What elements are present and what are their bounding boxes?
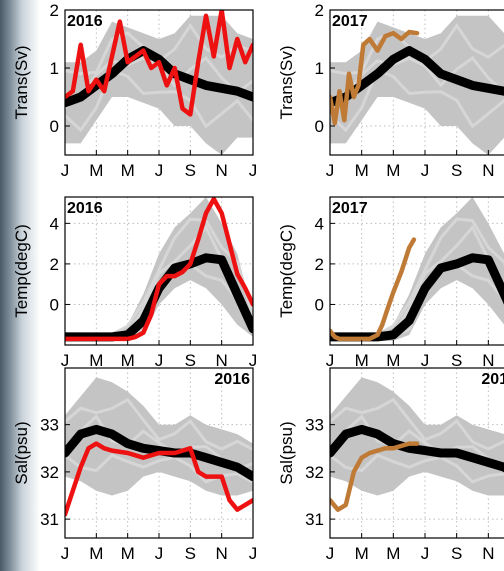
y-axis-label: Temp(degC) xyxy=(277,224,296,318)
x-tick-label: J xyxy=(249,544,258,563)
climatology-year-line xyxy=(65,68,253,133)
year-label: 2016 xyxy=(214,371,250,388)
x-tick-label: J xyxy=(326,351,335,370)
x-tick-label: M xyxy=(355,351,369,370)
year-2017-line xyxy=(330,237,417,342)
y-tick-label: 33 xyxy=(305,416,324,435)
y-tick-label: 0 xyxy=(50,295,59,314)
climatology-year-line xyxy=(65,397,253,451)
year-label: 2016 xyxy=(67,200,103,217)
x-tick-label: M xyxy=(89,161,103,180)
y-tick-label: 0 xyxy=(315,295,324,314)
x-tick-label: N xyxy=(216,544,228,563)
x-tick-label: M xyxy=(89,351,103,370)
x-tick-label: M xyxy=(386,351,400,370)
x-tick-label: J xyxy=(155,544,164,563)
x-tick-label: S xyxy=(185,161,196,180)
x-tick-label: M xyxy=(121,161,135,180)
x-tick-label: M xyxy=(386,544,400,563)
climatology-mean-line xyxy=(330,46,504,108)
series-group xyxy=(65,197,253,342)
series-group xyxy=(330,15,504,155)
y-tick-label: 1 xyxy=(50,59,59,78)
series-group xyxy=(65,10,253,155)
climatology-spread-band xyxy=(330,197,504,341)
year-label: 2016 xyxy=(67,13,103,30)
year-2017-line xyxy=(330,441,420,512)
x-tick-label: S xyxy=(185,351,196,370)
y-axis-label: Sal(psu) xyxy=(12,421,31,484)
y-tick-label: 4 xyxy=(50,214,59,233)
y-axis-label: Temp(degC) xyxy=(12,224,31,318)
climatology-year-line xyxy=(330,397,504,451)
x-tick-label: N xyxy=(482,351,494,370)
x-tick-label: S xyxy=(185,544,196,563)
climatology-year-line xyxy=(330,68,504,133)
x-tick-label: N xyxy=(216,161,228,180)
x-tick-label: M xyxy=(121,544,135,563)
x-tick-label: M xyxy=(355,544,369,563)
y-tick-label: 0 xyxy=(50,117,59,136)
series-group xyxy=(330,377,504,512)
y-tick-label: 32 xyxy=(40,463,59,482)
x-tick-label: J xyxy=(421,351,430,370)
year-2016-line xyxy=(65,441,253,517)
year-label: 2017 xyxy=(332,13,368,30)
climatology-mean-line xyxy=(330,424,504,473)
y-tick-label: 4 xyxy=(315,214,324,233)
climatology-mean-line xyxy=(65,46,253,108)
x-tick-label: M xyxy=(89,544,103,563)
y-axis-label: Sal(psu) xyxy=(277,421,296,484)
climatology-year-line xyxy=(330,453,504,484)
y-tick-label: 2 xyxy=(50,1,59,20)
x-tick-label: J xyxy=(155,161,164,180)
y-axis-label: Trans(Sv) xyxy=(12,46,31,120)
series-group xyxy=(330,197,504,342)
x-tick-label: S xyxy=(451,544,462,563)
series-group xyxy=(65,377,253,517)
x-tick-label: J xyxy=(61,351,70,370)
y-tick-label: 0 xyxy=(315,117,324,136)
x-tick-label: M xyxy=(121,351,135,370)
y-tick-label: 31 xyxy=(40,510,59,529)
x-tick-label: J xyxy=(249,351,258,370)
x-tick-label: J xyxy=(155,351,164,370)
x-tick-label: J xyxy=(421,544,430,563)
x-tick-label: S xyxy=(451,351,462,370)
y-tick-label: 32 xyxy=(305,463,324,482)
year-2017-line xyxy=(330,29,420,126)
y-axis-label: Trans(Sv) xyxy=(277,46,296,120)
year-label: 2017 xyxy=(332,200,368,217)
y-tick-label: 1 xyxy=(315,59,324,78)
x-tick-label: M xyxy=(386,161,400,180)
x-tick-label: N xyxy=(216,351,228,370)
year-2016-line xyxy=(65,197,253,342)
y-tick-label: 33 xyxy=(40,416,59,435)
x-tick-label: N xyxy=(482,161,494,180)
x-tick-label: J xyxy=(249,161,258,180)
x-tick-label: J xyxy=(421,161,430,180)
year-label: 2017 xyxy=(481,371,504,388)
x-tick-label: J xyxy=(61,544,70,563)
climatology-mean-line xyxy=(65,424,253,482)
y-tick-label: 2 xyxy=(315,1,324,20)
year-2016-line xyxy=(65,10,253,117)
x-tick-label: J xyxy=(61,161,70,180)
x-tick-label: J xyxy=(326,544,335,563)
y-tick-label: 2 xyxy=(50,255,59,274)
x-tick-label: J xyxy=(326,161,335,180)
x-tick-label: M xyxy=(355,161,369,180)
x-tick-label: N xyxy=(482,544,494,563)
x-tick-label: S xyxy=(451,161,462,180)
y-tick-label: 2 xyxy=(315,255,324,274)
y-tick-label: 31 xyxy=(305,510,324,529)
